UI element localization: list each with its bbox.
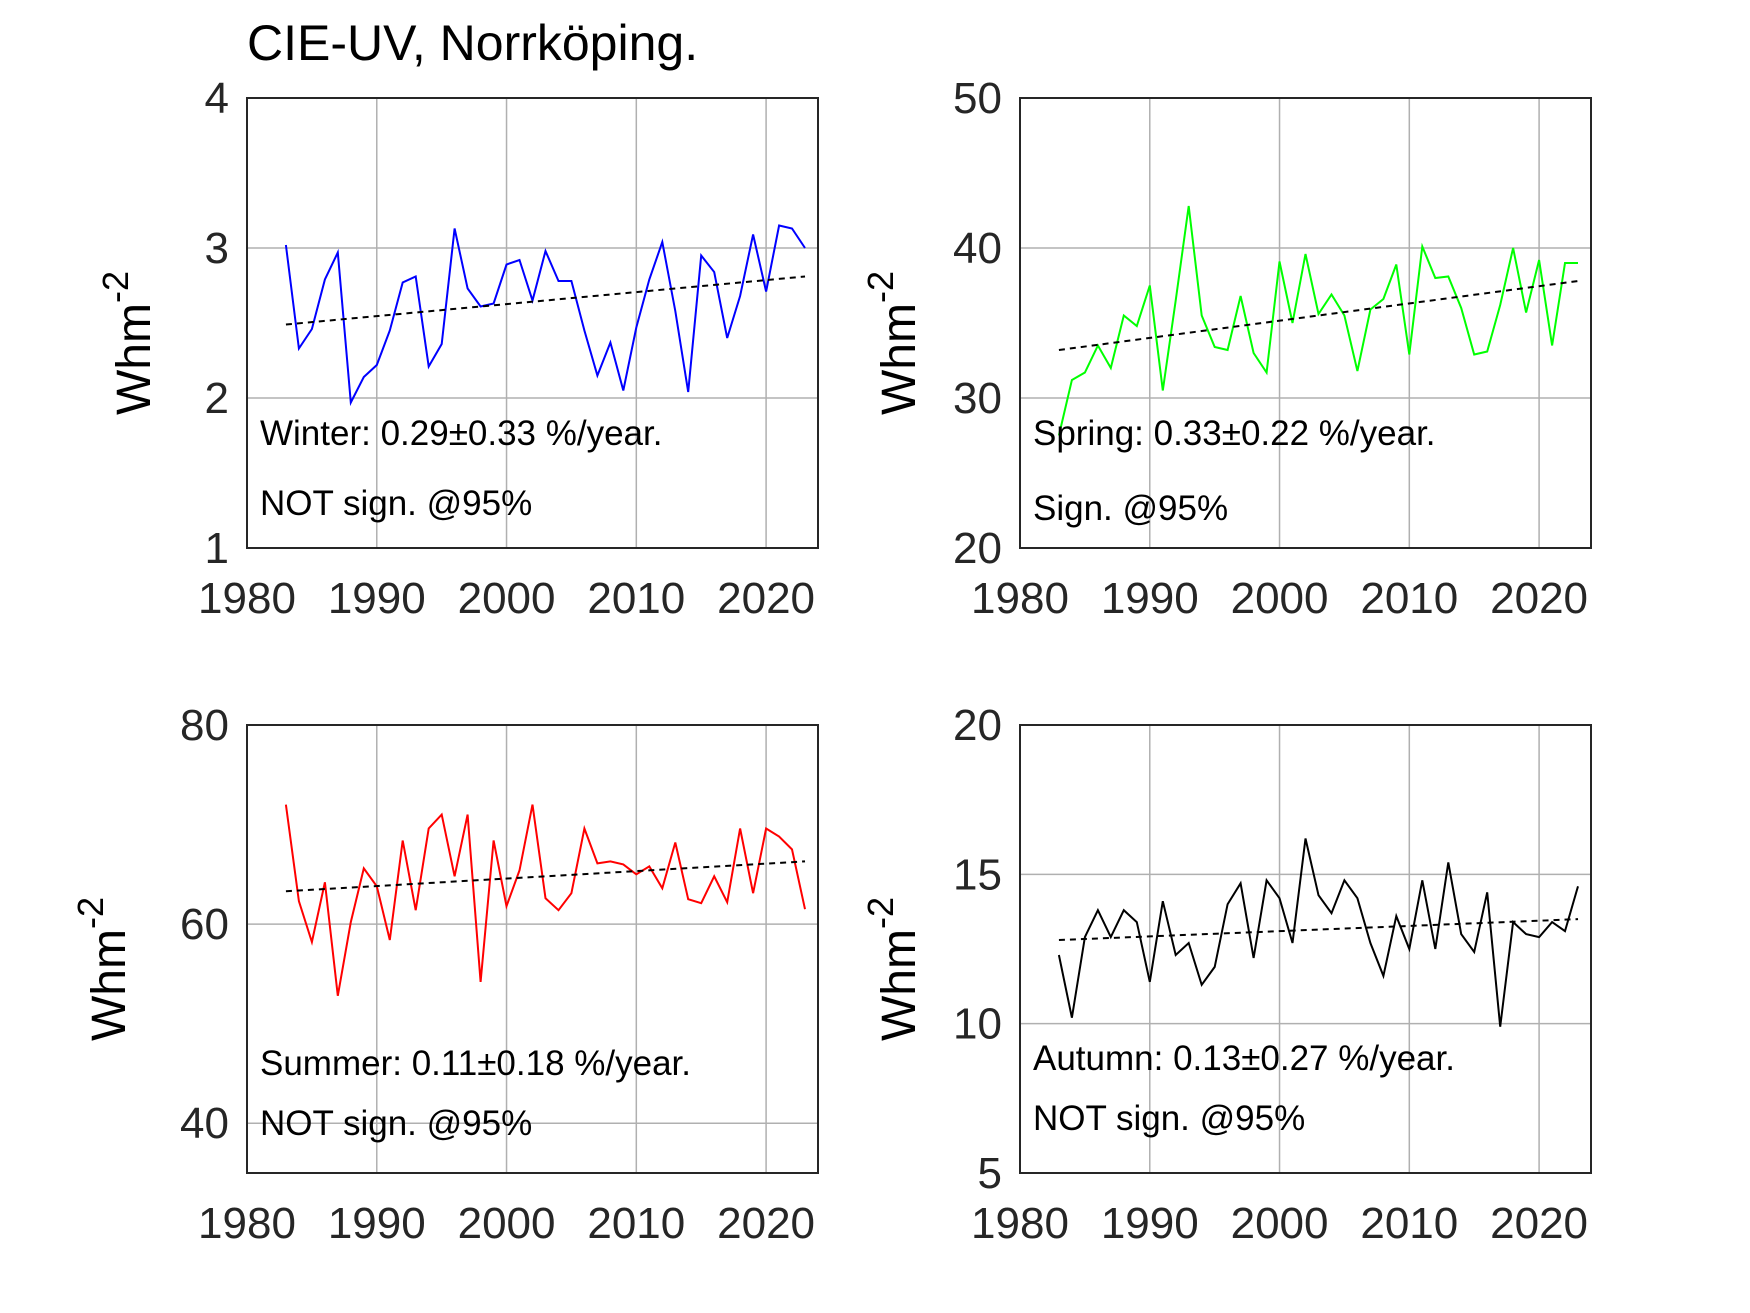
x-tick-label: 1980 xyxy=(198,574,296,623)
axes-box xyxy=(246,97,819,549)
axes-box xyxy=(1019,97,1592,549)
x-tick-label: 1990 xyxy=(1101,1199,1199,1248)
x-tick-label: 2020 xyxy=(717,1199,815,1248)
x-tick-label: 1980 xyxy=(971,574,1069,623)
trend-annotation: Summer: 0.11±0.18 %/year. xyxy=(260,1044,691,1083)
x-tick-label: 1990 xyxy=(328,1199,426,1248)
x-tick-label: 2000 xyxy=(458,574,556,623)
y-axis-label: Whm-2 xyxy=(860,271,926,415)
x-tick-label: 2000 xyxy=(458,1199,556,1248)
x-tick-label: 2010 xyxy=(1360,574,1458,623)
panel-bottom-left: 1980 1990 2000 2010 2020 40 60 80 Whm-2 Summer: 0… xyxy=(70,701,819,1248)
series-line xyxy=(1057,838,1579,1027)
panel-top-left: 1980 1990 2000 2010 2020 1 2 3 4 Whm-2 Winter: 0.2… xyxy=(95,74,819,623)
y-tick-label: 4 xyxy=(205,74,229,123)
y-tick-label: 60 xyxy=(180,900,229,949)
y-tick-label: 20 xyxy=(953,524,1002,573)
series-line xyxy=(284,224,806,407)
x-tick-label: 1990 xyxy=(328,574,426,623)
x-tick-label: 2010 xyxy=(1360,1199,1458,1248)
trend-line xyxy=(285,860,806,893)
y-axis-label: Whm-2 xyxy=(95,271,161,415)
y-tick-label: 2 xyxy=(205,374,229,423)
y-tick-label: 10 xyxy=(953,1000,1002,1049)
y-tick-label: 3 xyxy=(205,224,229,273)
y-axis-label: Whm-2 xyxy=(70,897,136,1041)
significance-annotation: NOT sign. @95% xyxy=(1033,1099,1305,1138)
y-tick-label: 50 xyxy=(953,74,1002,123)
y-tick-label: 15 xyxy=(953,850,1002,899)
x-tick-label: 2000 xyxy=(1231,574,1329,623)
x-tick-label: 2010 xyxy=(587,574,685,623)
trend-annotation: Winter: 0.29±0.33 %/year. xyxy=(260,414,662,453)
x-tick-label: 2000 xyxy=(1231,1199,1329,1248)
y-tick-label: 40 xyxy=(180,1099,229,1148)
x-tick-label: 1990 xyxy=(1101,574,1199,623)
trend-line xyxy=(285,275,806,326)
trend-annotation: Spring: 0.33±0.22 %/year. xyxy=(1033,414,1436,453)
significance-annotation: Sign. @95% xyxy=(1033,489,1228,528)
y-tick-label: 30 xyxy=(953,374,1002,423)
axes-box xyxy=(246,724,819,1174)
x-tick-label: 1980 xyxy=(198,1199,296,1248)
axes-box xyxy=(1019,724,1592,1174)
y-tick-label: 5 xyxy=(978,1149,1002,1198)
trend-annotation: Autumn: 0.13±0.27 %/year. xyxy=(1033,1039,1455,1078)
y-tick-label: 20 xyxy=(953,701,1002,750)
y-tick-label: 1 xyxy=(205,524,229,573)
figure-title: CIE-UV, Norrköping. xyxy=(247,15,698,71)
series-line xyxy=(1057,205,1578,436)
panel-bottom-right: 1980 1990 2000 2010 2020 5 10 15 20 Whm-2 Autumn: … xyxy=(860,701,1592,1248)
y-tick-label: 40 xyxy=(953,224,1002,273)
significance-annotation: NOT sign. @95% xyxy=(260,484,532,523)
trend-line xyxy=(1058,918,1579,942)
y-tick-label: 80 xyxy=(180,701,229,750)
series-line xyxy=(284,804,806,996)
x-tick-label: 2020 xyxy=(1490,574,1588,623)
panel-top-right: 1980 1990 2000 2010 202020304050Whm-2Spring:… xyxy=(860,74,1592,623)
x-tick-label: 2010 xyxy=(587,1199,685,1248)
x-tick-label: 1980 xyxy=(971,1199,1069,1248)
x-tick-label: 2020 xyxy=(1490,1199,1588,1248)
y-axis-label: Whm-2 xyxy=(860,897,926,1041)
significance-annotation: NOT sign. @95% xyxy=(260,1104,532,1143)
x-tick-label: 2020 xyxy=(717,574,815,623)
